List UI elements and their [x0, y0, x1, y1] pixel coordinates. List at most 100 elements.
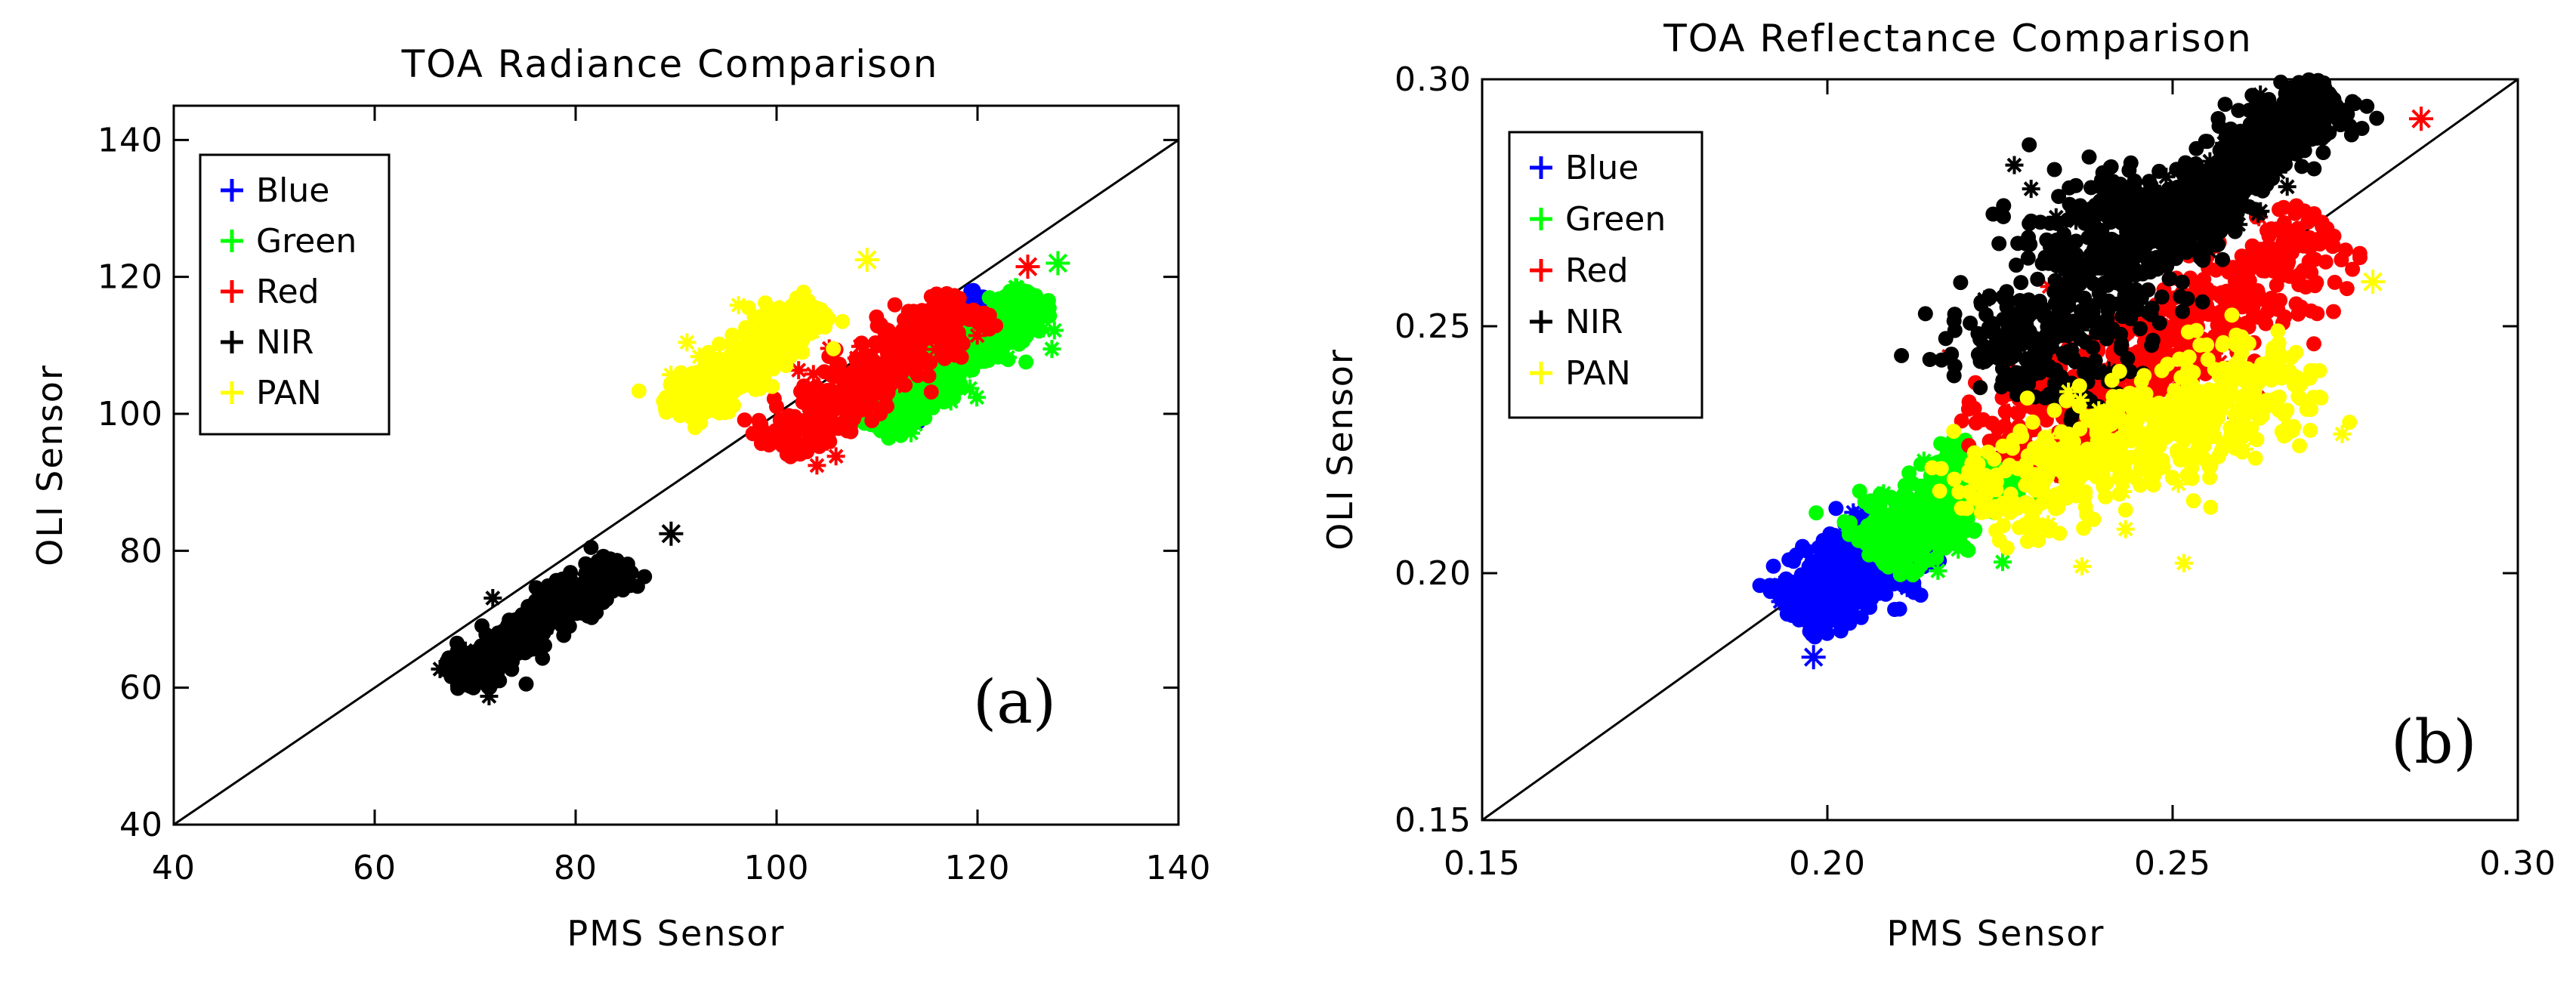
scatter-point	[1042, 340, 1061, 359]
point-cloud	[737, 285, 1004, 464]
scatter-points	[431, 248, 1070, 705]
scatter-point	[678, 333, 697, 352]
chart-title: TOA Reflectance Comparison	[1663, 17, 2253, 60]
scatter-point	[902, 424, 920, 443]
scatter-point	[789, 361, 808, 380]
legend-marker	[221, 280, 243, 303]
legend-item-red: Red	[1530, 251, 1629, 290]
scatter-point	[968, 388, 987, 407]
legend-label: NIR	[256, 323, 314, 362]
legend-marker	[1530, 259, 1552, 282]
legend-item-green: Green	[1530, 200, 1666, 239]
legend-marker	[1530, 208, 1552, 230]
scatter-point	[2005, 156, 2024, 174]
scatter-point	[826, 447, 845, 466]
scatter-point	[2174, 554, 2193, 572]
one-to-one-line	[173, 139, 1179, 826]
panel-label: (b)	[2391, 707, 2477, 777]
legend-label: Green	[256, 222, 357, 261]
scatter-point	[2278, 177, 2296, 196]
x-tick-label: 60	[353, 849, 397, 887]
x-tick-label: 40	[152, 849, 196, 887]
tick-group: 0.15 0.20 0.25 0.30 0.15 0.20 0.25 0.30	[1395, 60, 2556, 883]
scatter-point	[2073, 557, 2091, 575]
outlier-point	[854, 248, 879, 272]
panel-label: (a)	[973, 667, 1056, 737]
y-tick-label: 0.20	[1395, 554, 1472, 593]
legend-label: Green	[1565, 200, 1666, 239]
legend-item-pan: PAN	[221, 374, 322, 412]
x-tick-label: 120	[945, 849, 1011, 887]
scatter-points	[1752, 72, 2433, 670]
outlier-point	[1015, 254, 1040, 279]
legend-label: PAN	[1565, 354, 1631, 393]
point-cloud	[437, 539, 653, 696]
scatter-point	[804, 365, 823, 384]
scatter-point	[480, 687, 499, 705]
scatter-point	[1994, 553, 2012, 572]
x-tick-label: 0.30	[2479, 844, 2556, 883]
legend-label: Blue	[1565, 149, 1639, 187]
scatter-point	[874, 390, 893, 409]
scatter-point	[2020, 336, 2039, 355]
scatter-point	[2200, 242, 2219, 261]
legend-marker	[1530, 156, 1552, 179]
scatter-point	[729, 296, 748, 315]
x-tick-label: 100	[744, 849, 810, 887]
chart-title: TOA Radiance Comparison	[401, 42, 939, 86]
tick-group: 40 60 80 100 120 140 40 60 80 100 120 140	[97, 106, 1212, 887]
legend-item-green: Green	[221, 222, 357, 261]
scatter-point	[1929, 561, 1947, 580]
legend-label: Blue	[256, 171, 329, 210]
x-tick-label: 80	[554, 849, 598, 887]
legend-item-nir: NIR	[221, 323, 314, 362]
legend-marker	[221, 179, 243, 202]
y-tick-label: 80	[119, 532, 163, 570]
legend-label: NIR	[1565, 303, 1623, 341]
legend-marker	[221, 381, 243, 404]
y-tick-label: 0.15	[1395, 801, 1472, 840]
outlier-point	[2361, 270, 2386, 295]
scatter-point	[2333, 424, 2352, 443]
point-cloud	[631, 284, 851, 436]
legend: Blue Green Red NIR PAN	[199, 153, 391, 436]
scatter-point	[2022, 180, 2040, 199]
point-cloud	[1924, 307, 2358, 556]
scatter-point	[926, 340, 945, 359]
x-axis-label: PMS Sensor	[567, 913, 786, 954]
legend-label: Red	[1565, 251, 1629, 290]
scatter-point	[1045, 321, 1064, 340]
legend-item-nir: NIR	[1530, 303, 1623, 341]
series-green	[846, 251, 1070, 446]
series-nir	[1894, 72, 2385, 428]
y-tick-label: 40	[119, 806, 163, 844]
x-axis-label: PMS Sensor	[1887, 913, 2105, 954]
point-cloud	[1894, 72, 2385, 428]
scatter-point	[2157, 168, 2176, 187]
legend-item-blue: Blue	[221, 171, 329, 210]
scatter-point	[483, 589, 502, 607]
point-cloud	[846, 282, 1058, 446]
series-pan	[1924, 270, 2386, 575]
y-tick-label: 140	[97, 121, 163, 159]
legend-marker	[221, 230, 243, 252]
legend-marker	[1530, 362, 1552, 384]
legend-marker	[1530, 310, 1552, 333]
plot-frame	[172, 104, 1180, 826]
plot-frame	[1481, 78, 2519, 822]
scatter-point	[2169, 474, 2188, 493]
y-tick-label: 120	[97, 258, 163, 297]
x-tick-label: 140	[1146, 849, 1212, 887]
outlier-point	[2409, 106, 2433, 131]
y-tick-label: 60	[119, 669, 163, 708]
y-axis-label: OLI Sensor	[29, 364, 70, 566]
x-tick-label: 0.25	[2134, 844, 2211, 883]
series-nir	[431, 521, 684, 705]
y-tick-label: 100	[97, 395, 163, 433]
y-axis-label: OLI Sensor	[1320, 348, 1361, 551]
x-tick-label: 0.15	[1444, 844, 1521, 883]
chart-radiance: TOA Radiance Comparison 40 60 80 100 120 1404…	[29, 42, 1212, 954]
y-tick-label: 0.25	[1395, 307, 1472, 346]
legend-marker	[221, 331, 243, 353]
